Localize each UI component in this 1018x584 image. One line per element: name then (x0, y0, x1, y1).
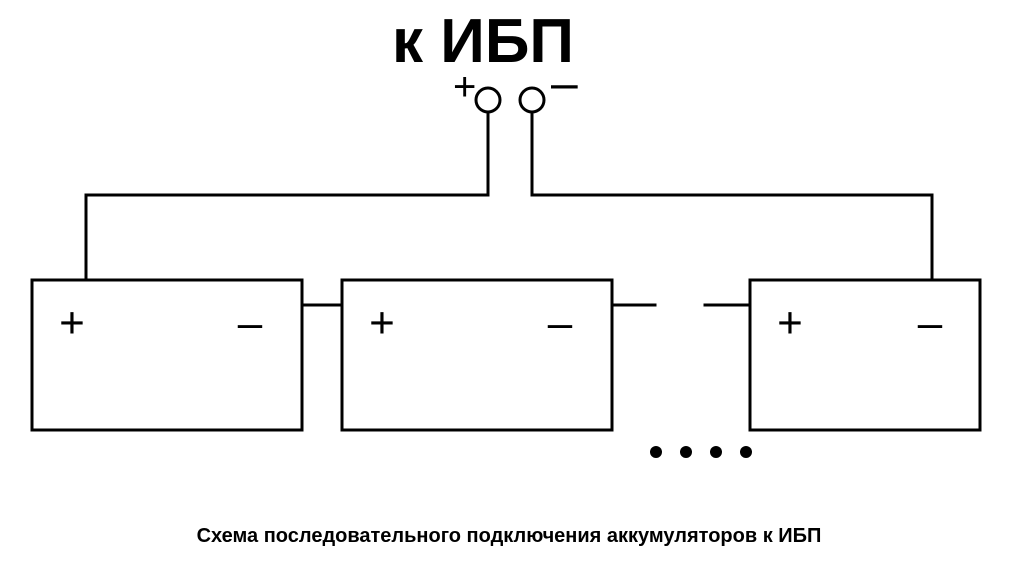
svg-text:+: + (369, 299, 395, 348)
svg-text:+: + (59, 299, 85, 348)
svg-text:–: – (548, 299, 573, 348)
diagram-title: к ИБП (392, 6, 574, 77)
svg-text:–: – (918, 299, 943, 348)
terminal-minus-label: – (551, 60, 578, 108)
diagram-caption: Схема последовательного подключения акку… (0, 525, 1018, 548)
svg-text:–: – (238, 299, 263, 348)
diagram-stage: + – + – + – к ИБП + – Схема последовательного… (0, 0, 1018, 584)
wiring-svg: + – + – + – (0, 0, 1018, 584)
svg-text:+: + (777, 299, 803, 348)
terminal-plus-label: + (453, 67, 476, 107)
